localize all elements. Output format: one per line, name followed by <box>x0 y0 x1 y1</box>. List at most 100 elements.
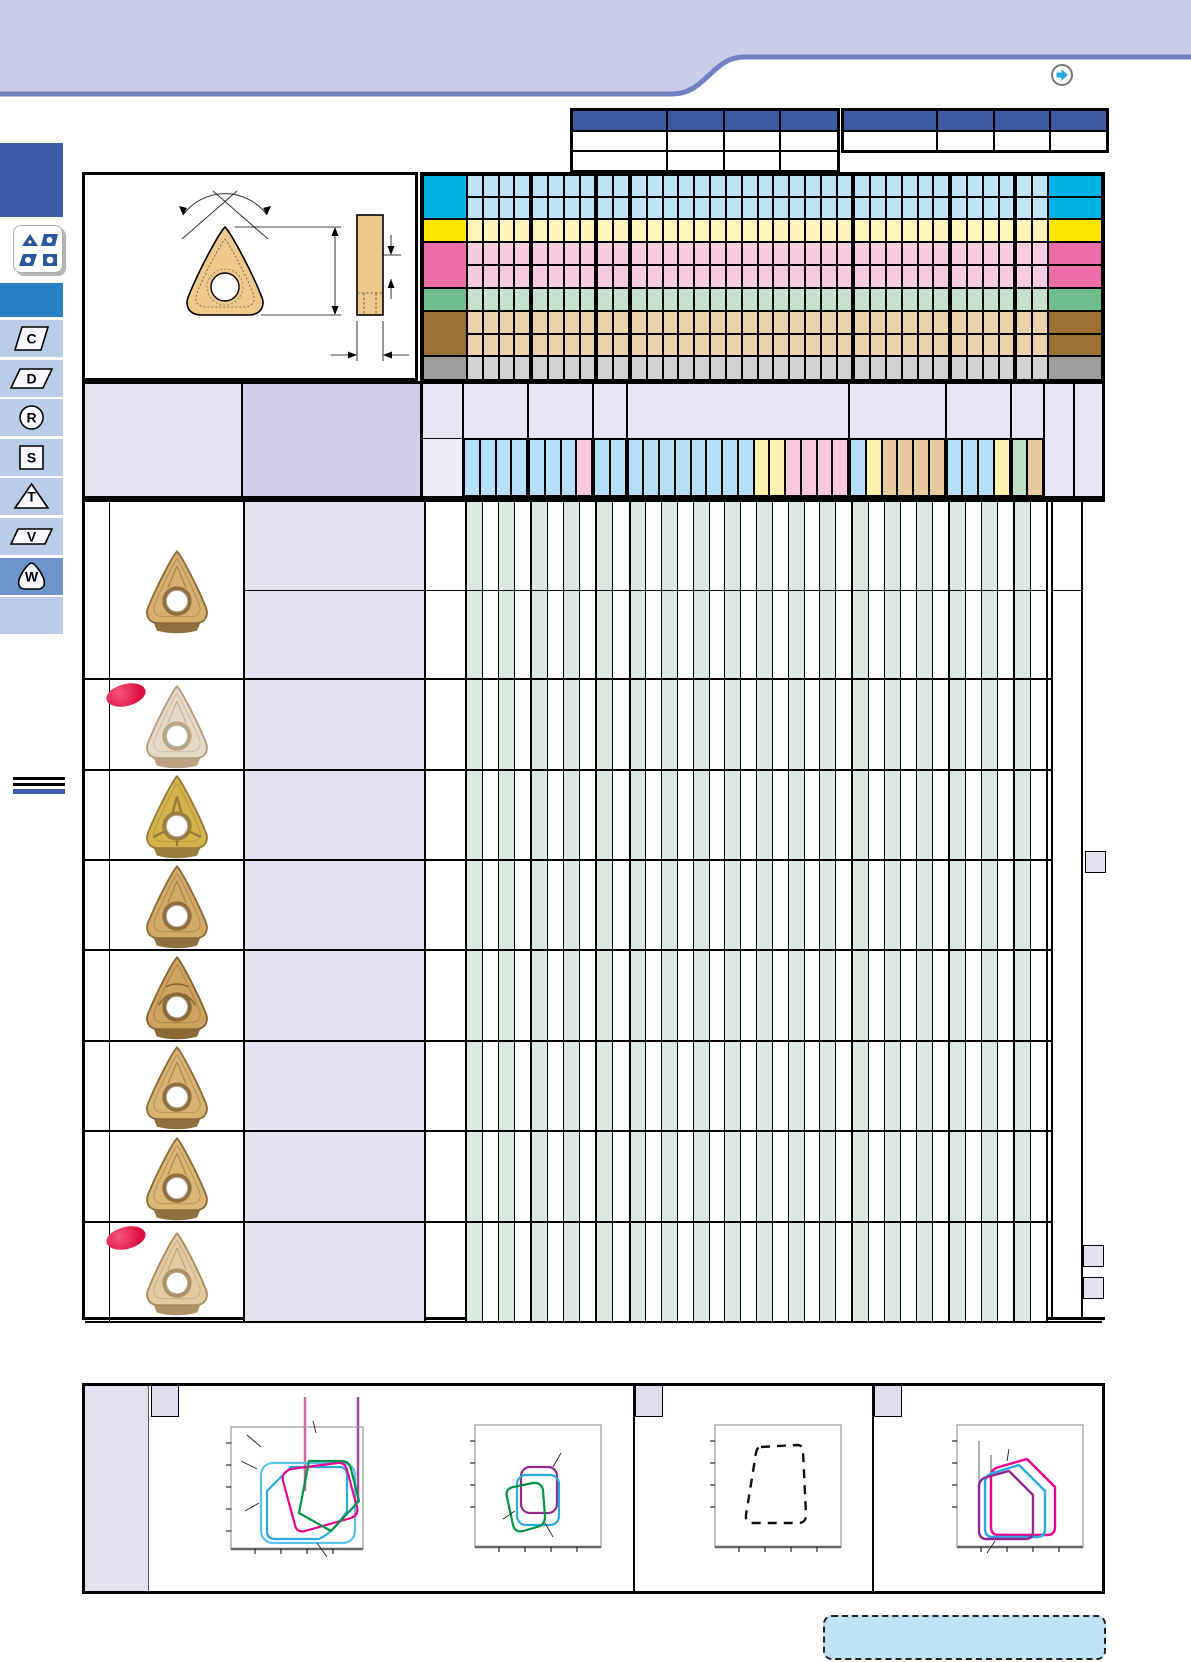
grade-availability-cell <box>708 1042 725 1130</box>
application-range-cell <box>597 311 614 334</box>
grade-availability-cell <box>612 680 629 769</box>
insert-photo-image <box>145 550 208 634</box>
application-range-cell <box>870 197 886 219</box>
grade-stripe-group <box>532 771 597 859</box>
insert-description-cell <box>245 861 426 949</box>
band-group <box>467 311 533 334</box>
band-group <box>532 333 598 356</box>
grade-availability-cell <box>692 502 709 590</box>
application-range-cell <box>773 333 790 356</box>
grade-stripe-group <box>532 1042 597 1130</box>
grade-availability-cell <box>1029 861 1046 949</box>
working-range-section <box>82 1383 1105 1594</box>
grade-availability-cell <box>563 1223 579 1321</box>
grade-availability-cell <box>661 590 677 678</box>
spec-table-left <box>570 108 840 173</box>
application-range-cell <box>836 265 853 288</box>
grade-column-header-yellow <box>865 439 882 496</box>
application-range-cell <box>982 265 999 288</box>
application-range-cell <box>579 311 596 334</box>
application-range-cell <box>678 175 695 197</box>
grade-availability-cell <box>949 590 965 678</box>
grade-availability-cell <box>756 1132 772 1221</box>
application-range-cell <box>563 197 580 219</box>
application-range-cell <box>757 333 774 356</box>
grade-availability-cell <box>931 590 948 678</box>
application-range-cell <box>836 288 853 311</box>
grade-availability-cell <box>1029 1042 1046 1130</box>
application-range-cell <box>467 242 483 265</box>
grade-availability-cell <box>676 771 693 859</box>
insert-photo-cell <box>110 951 245 1040</box>
application-range-cell <box>854 311 871 334</box>
application-range-cell <box>966 175 983 197</box>
page-ref-col-2 <box>1081 502 1108 1317</box>
grade-availability-cell <box>853 1223 868 1321</box>
application-range-cell <box>901 333 918 356</box>
application-range-cell <box>498 311 515 334</box>
grade-availability-cell <box>883 1223 900 1321</box>
insert-photo-image <box>145 865 208 949</box>
band-subrow <box>467 288 1048 311</box>
grade-availability-cell <box>980 502 997 590</box>
application-range-cell <box>982 175 999 197</box>
rail-tab-W: W <box>0 557 63 595</box>
application-range-cell <box>804 175 821 197</box>
application-range-cell <box>885 242 902 265</box>
grade-availability-cell <box>787 590 804 678</box>
grade-availability-cells <box>467 861 1048 949</box>
band-color-key-right <box>1048 219 1102 242</box>
insert-row <box>85 502 1102 680</box>
grade-header-rows <box>82 381 1105 499</box>
grade-availability-cell <box>853 1042 868 1130</box>
application-range-cell <box>933 311 950 334</box>
application-range-cell <box>870 311 886 334</box>
grade-stripe-group <box>1014 590 1048 678</box>
row-index-col <box>85 951 110 1040</box>
grade-stripe-group <box>630 951 853 1040</box>
grade-availability-cell <box>597 1223 613 1321</box>
application-range-cell <box>563 265 580 288</box>
description-sub-cell <box>245 502 424 591</box>
grade-availability-cell <box>771 590 788 678</box>
grade-availability-cell <box>883 590 900 678</box>
grade-stripe-group <box>532 502 597 590</box>
dimension-header <box>243 384 423 496</box>
grade-availability-cell <box>803 1223 820 1321</box>
band-cells <box>467 242 1048 288</box>
grade-availability-cell <box>787 1223 804 1321</box>
grade-color-cells <box>594 439 626 496</box>
grade-availability-cell <box>899 771 916 859</box>
grade-column-header-blue <box>529 439 545 496</box>
insert-row <box>85 679 1102 771</box>
grade-availability-cell <box>853 771 868 859</box>
band-group <box>1016 175 1048 197</box>
application-range-cell <box>694 242 711 265</box>
rail-tab-letter: C <box>26 331 36 347</box>
insert-row <box>85 861 1102 951</box>
application-range-cell <box>804 288 821 311</box>
range-chart-1 <box>226 1397 364 1558</box>
band-group <box>1016 265 1048 288</box>
grade-availability-cell <box>563 680 579 769</box>
rail-tab-letter: R <box>26 410 36 426</box>
grade-availability-cell <box>853 502 868 590</box>
band-subrow <box>467 219 1048 242</box>
application-range-cell <box>1032 219 1048 242</box>
application-range-cell <box>579 219 596 242</box>
grade-column-header-blue <box>511 439 527 496</box>
application-range-cell <box>933 333 950 356</box>
insert-photo-cell <box>103 1222 245 1321</box>
grade-stripe-group <box>467 771 532 859</box>
application-range-cell <box>966 288 983 311</box>
application-range-cell <box>804 242 821 265</box>
grade-availability-cell <box>579 590 595 678</box>
grade-group <box>1011 384 1045 496</box>
grade-column-header-blue <box>962 439 978 496</box>
application-range-cell <box>710 175 726 197</box>
application-range-cell <box>917 197 934 219</box>
grade-column-header-blue <box>690 439 707 496</box>
spec-header-cell <box>994 110 1050 131</box>
grade-availability-cell <box>708 680 725 769</box>
grade-stripe-group <box>597 951 631 1040</box>
